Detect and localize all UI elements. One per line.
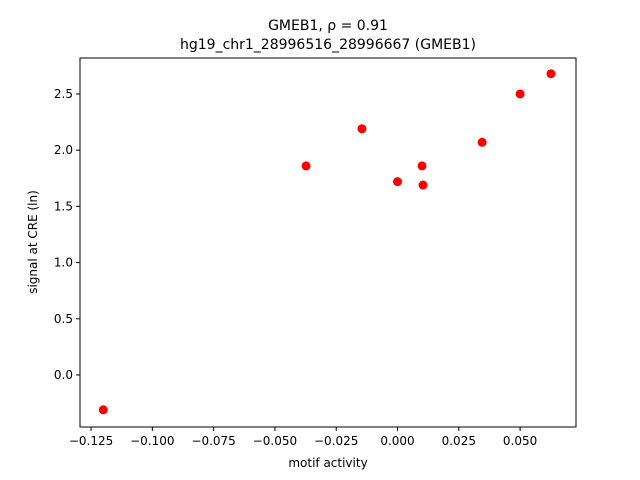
y-axis-label: signal at CRE (ln) xyxy=(26,190,40,294)
x-tick-label: −0.100 xyxy=(130,434,174,448)
point xyxy=(515,89,525,99)
y-tick-label: 0.0 xyxy=(54,368,73,382)
point xyxy=(301,161,311,171)
plot-frame xyxy=(79,57,577,428)
point xyxy=(393,177,403,187)
point xyxy=(357,124,367,134)
y-tick-label: 1.5 xyxy=(54,199,73,213)
y-tick-label: 0.5 xyxy=(54,312,73,326)
x-tick-label: 0.000 xyxy=(380,434,414,448)
x-axis-label: motif activity xyxy=(288,456,367,470)
chart-title: GMEB1, ρ = 0.91 xyxy=(268,18,388,34)
y-tick-label: 2.0 xyxy=(54,143,73,157)
chart-subtitle: hg19_chr1_28996516_28996667 (GMEB1) xyxy=(180,37,476,53)
x-tick-label: 0.050 xyxy=(503,434,537,448)
x-tick-label: 0.025 xyxy=(442,434,476,448)
y-tick-label: 2.5 xyxy=(54,87,73,101)
x-tick-label: −0.125 xyxy=(69,434,113,448)
point xyxy=(418,180,428,190)
x-tick-label: −0.050 xyxy=(253,434,297,448)
y-tick-label: 1.0 xyxy=(54,256,73,270)
point xyxy=(546,69,556,79)
x-tick-label: −0.075 xyxy=(191,434,235,448)
point xyxy=(98,405,108,415)
x-tick-label: −0.025 xyxy=(314,434,358,448)
point xyxy=(477,137,487,147)
point xyxy=(417,161,427,171)
